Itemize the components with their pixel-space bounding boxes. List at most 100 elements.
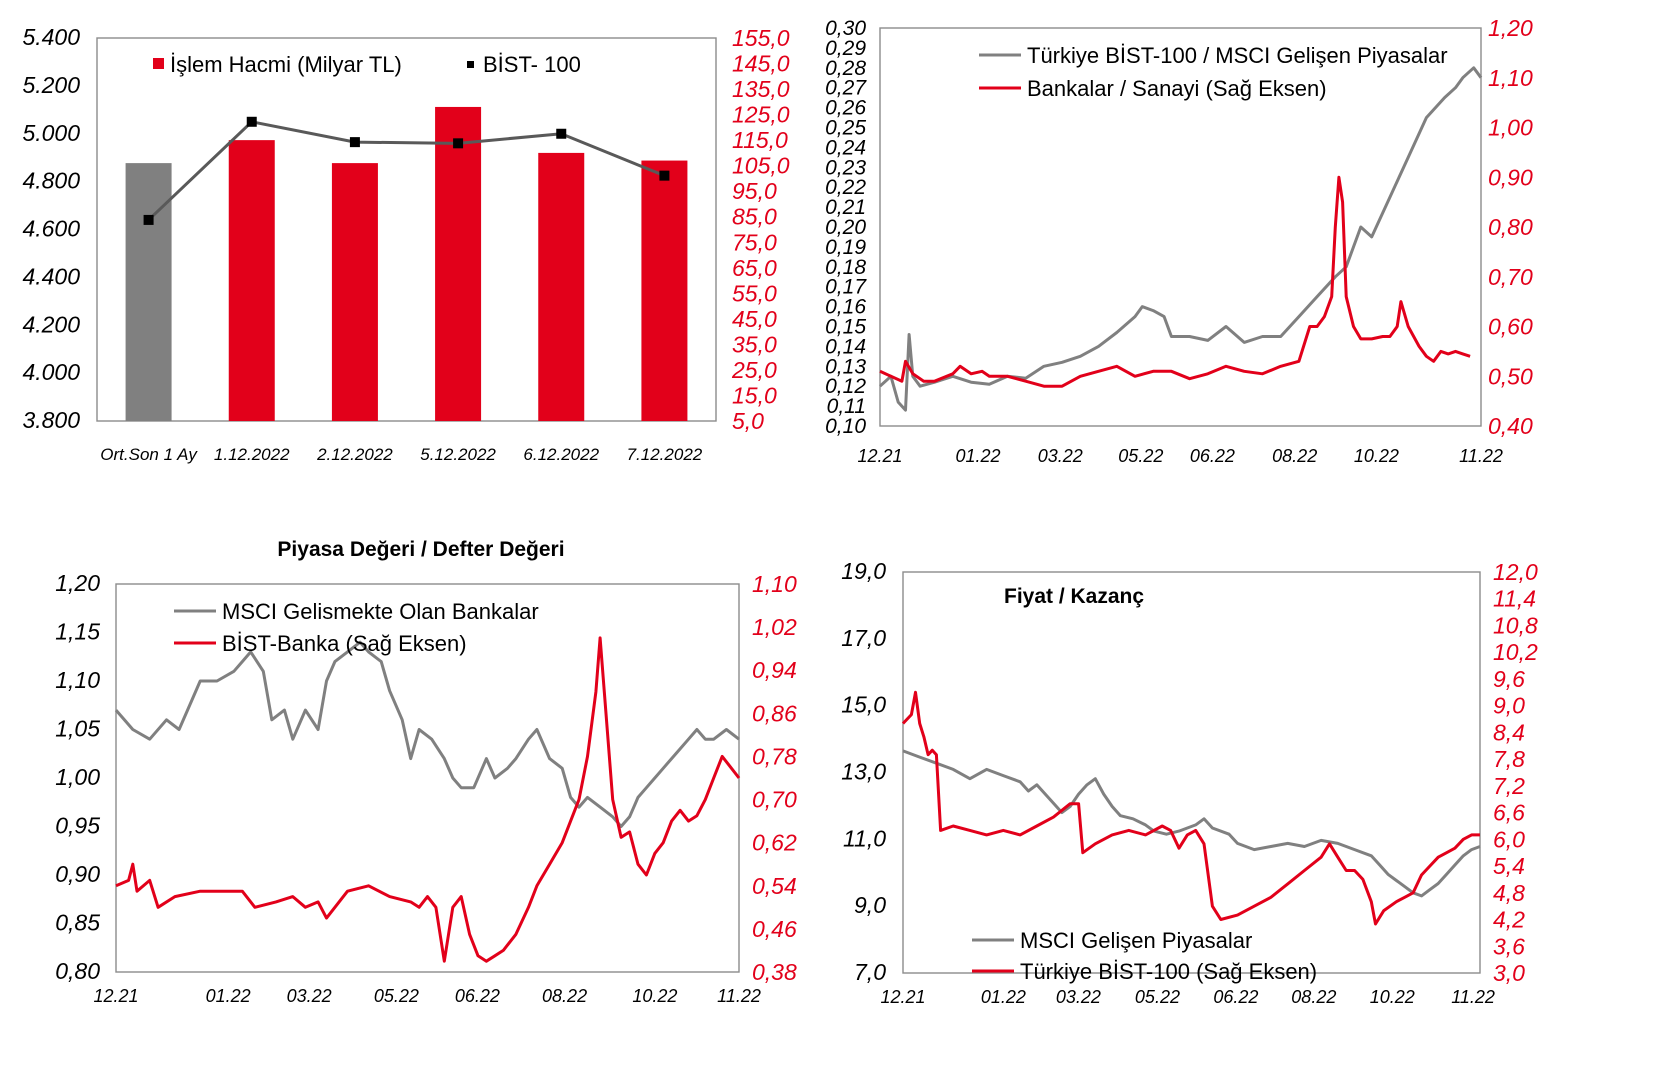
left-tick-label: 15,0: [841, 692, 886, 718]
right-tick-label: 1,10: [752, 571, 797, 597]
right-tick-label: 95,0: [732, 178, 777, 204]
plot-frame-pe: [902, 571, 1481, 974]
left-tick-label: 5.400: [22, 24, 80, 50]
left-tick-label: 17,0: [841, 625, 886, 651]
right-tick-label: 15,0: [732, 382, 777, 408]
bist100-marker: [246, 116, 257, 127]
x-tick-label: 05.22: [1118, 446, 1163, 466]
right-tick-label: 5,4: [1493, 853, 1525, 879]
right-tick-label: 155,0: [732, 25, 790, 51]
right-tick-label: 0,90: [1488, 164, 1533, 190]
right-tick-label: 6,0: [1493, 826, 1525, 852]
left-tick-label: 0,90: [55, 861, 100, 887]
left-tick-label: 1,10: [55, 667, 100, 693]
category-label: 7.12.2022: [627, 445, 703, 464]
right-tick-label: 65,0: [732, 255, 777, 281]
legend-label-bist100: BİST- 100: [483, 52, 581, 77]
right-tick-label: 0,54: [752, 873, 797, 899]
bar: [228, 140, 275, 421]
left-tick-label: 0,23: [825, 156, 866, 179]
x-tick-label: 06.22: [455, 986, 500, 1006]
axis-labels-volume: 3.800 4.000 4.200 4.400 4.600 4.800 5.000 5.200…: [22, 24, 789, 434]
right-tick-label: 0,40: [1488, 413, 1533, 439]
x-tick-label: 08.22: [1272, 446, 1317, 466]
left-tick-label: 0,30: [825, 17, 866, 40]
right-tick-label: 12,0: [1493, 559, 1538, 585]
bar: [538, 152, 585, 421]
right-tick-label: 4,8: [1493, 880, 1525, 906]
x-tick-label: 08.22: [542, 986, 587, 1006]
right-tick-label: 0,78: [752, 743, 797, 769]
left-tick-label: 4.200: [22, 311, 80, 337]
left-tick-label: 1,05: [55, 716, 100, 742]
x-tick-label: 01.22: [955, 446, 1000, 466]
right-tick-label: 3,6: [1493, 933, 1525, 959]
axis-labels-relative: 0,100,110,120,130,140,150,160,170,180,19…: [825, 15, 1533, 439]
series-line-1: [879, 175, 1471, 388]
series-line-0: [114, 640, 740, 828]
right-tick-label: 135,0: [732, 76, 790, 102]
left-tick-label: 0,18: [825, 256, 866, 279]
x-tick-label: 12.21: [880, 987, 925, 1007]
legend-label-1: Türkiye BİST-100 (Sağ Eksen): [1020, 959, 1317, 984]
right-tick-label: 55,0: [732, 280, 777, 306]
x-tick-label: 11.22: [1459, 446, 1503, 466]
bist100-marker: [453, 138, 464, 149]
bar: [331, 163, 378, 421]
right-tick-label: 10,2: [1493, 639, 1538, 665]
right-tick-label: 1,00: [1488, 115, 1533, 141]
left-tick-label: 0,10: [825, 415, 866, 438]
plot-frame-volume: [96, 37, 717, 422]
plot-frame-relative: [879, 27, 1482, 427]
bar: [435, 106, 482, 421]
x-tick-label: 12.21: [93, 986, 138, 1006]
left-tick-label: 0,22: [825, 176, 866, 199]
left-tick-label: 1,00: [55, 764, 100, 790]
left-tick-label: 4.600: [22, 216, 80, 242]
right-tick-label: 7,8: [1493, 746, 1525, 772]
right-tick-label: 1,10: [1488, 65, 1533, 91]
x-tick-label: 10.22: [1370, 987, 1415, 1007]
left-tick-label: 9,0: [854, 892, 886, 918]
legend-label-0: MSCI Gelişen Piyasalar: [1020, 928, 1252, 953]
x-tick-label: 12.21: [857, 446, 902, 466]
right-tick-label: 0,70: [752, 787, 797, 813]
right-tick-label: 6,6: [1493, 800, 1525, 826]
right-tick-label: 0,86: [752, 700, 797, 726]
right-tick-label: 0,62: [752, 830, 797, 856]
right-tick-label: 0,60: [1488, 314, 1533, 340]
left-tick-label: 5.000: [22, 120, 80, 146]
bist100-marker: [143, 214, 154, 225]
x-tick-label: 06.22: [1190, 446, 1235, 466]
x-tick-label: 03.22: [1038, 446, 1083, 466]
right-tick-label: 115,0: [732, 127, 788, 153]
x-tick-label: 05.22: [1135, 987, 1180, 1007]
legend-swatch-bist100: [467, 61, 474, 68]
left-tick-label: 0,15: [825, 316, 866, 339]
right-tick-label: 0,46: [752, 916, 797, 942]
bist100-marker: [349, 137, 360, 148]
legend-label-0: MSCI Gelismekte Olan Bankalar: [222, 599, 539, 624]
x-tick-label: 11.22: [1451, 987, 1495, 1007]
axis-labels-pddd: 0,80 0,85 0,90 0,95 1,00 1,05 1,10 1,15 1,20 0,38…: [55, 570, 797, 985]
legend-label-1: Bankalar / Sanayi (Sağ Eksen): [1027, 76, 1327, 101]
right-tick-label: 5,0: [732, 408, 764, 434]
legend-label-volume: İşlem Hacmi (Milyar TL): [170, 52, 402, 77]
right-tick-label: 105,0: [732, 153, 790, 179]
category-label: 5.12.2022: [420, 445, 496, 464]
right-tick-label: 75,0: [732, 229, 777, 255]
bist100-marker: [556, 128, 567, 139]
left-tick-label: 0,28: [825, 57, 866, 80]
right-tick-label: 1,02: [752, 614, 797, 640]
x-tick-label: 01.22: [981, 987, 1026, 1007]
left-tick-label: 0,27: [825, 77, 867, 100]
bist100-line: [147, 120, 665, 222]
left-tick-label: 0,25: [825, 117, 866, 140]
x-tick-label: 11.22: [717, 986, 761, 1006]
right-tick-label: 125,0: [732, 102, 790, 128]
series-line-1: [901, 690, 1480, 926]
left-tick-label: 0,14: [825, 335, 866, 358]
left-tick-label: 5.200: [22, 72, 80, 98]
right-tick-label: 85,0: [732, 204, 777, 230]
